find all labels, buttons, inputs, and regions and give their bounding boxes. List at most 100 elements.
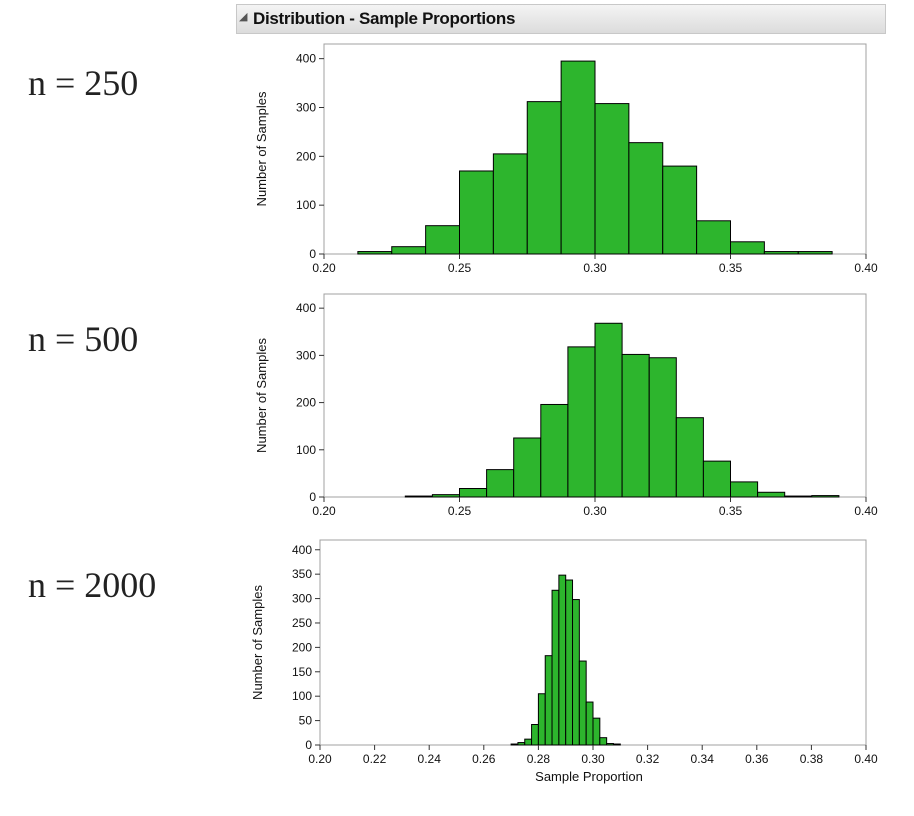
y-tick-label: 150 xyxy=(292,665,312,679)
histogram-bar xyxy=(560,60,596,255)
y-tick-label: 200 xyxy=(296,149,316,163)
n-250-label: n = 250 xyxy=(28,63,139,103)
y-tick-label: 300 xyxy=(296,100,316,114)
histogram-bar xyxy=(431,494,460,498)
panel-header[interactable]: ◢ Distribution - Sample Proportions xyxy=(236,4,886,34)
chart-2-group: 0 50 100 150 200 250 300 350 400 0.20 0.22 0.24 0.26… xyxy=(250,539,878,784)
histogram-n-250: 0 100 200 300 400 0.20 0.25 0.30 0.35 0.40 Number … xyxy=(250,43,878,784)
histogram-bar xyxy=(621,353,650,498)
histogram-bar xyxy=(510,743,519,746)
n-500-label: n = 500 xyxy=(28,319,139,359)
histogram-bar xyxy=(730,241,765,255)
y-tick-label: 300 xyxy=(296,348,316,362)
y-tick-label: 400 xyxy=(292,543,312,557)
histogram-bar xyxy=(592,717,601,746)
histogram-bar xyxy=(594,103,630,255)
n-2000-label: n = 2000 xyxy=(28,565,157,605)
histogram-bar xyxy=(459,170,494,255)
x-tick-label: 0.40 xyxy=(854,752,878,766)
y-tick-label: 0 xyxy=(305,738,312,752)
histogram-bar xyxy=(425,225,460,255)
histogram-bar xyxy=(567,346,596,498)
x-tick-label: 0.20 xyxy=(308,752,332,766)
histogram-bar xyxy=(797,251,833,255)
x-tick-label: 0.32 xyxy=(636,752,660,766)
x-axis-label: Sample Proportion xyxy=(535,769,643,784)
histogram-bar xyxy=(544,655,553,746)
histogram-bar xyxy=(537,693,546,746)
panel-title: Distribution - Sample Proportions xyxy=(253,9,516,28)
chart-0-group: 0 100 200 300 400 0.20 0.25 0.30 0.35 0.40 Number … xyxy=(254,43,878,275)
disclosure-triangle-icon[interactable]: ◢ xyxy=(239,11,248,23)
histogram-bar xyxy=(599,737,608,746)
histogram-bar xyxy=(524,738,533,746)
x-tick-label: 0.26 xyxy=(472,752,496,766)
histogram-bar xyxy=(404,495,433,498)
x-tick-label: 0.34 xyxy=(691,752,715,766)
x-tick-label: 0.28 xyxy=(527,752,551,766)
y-tick-label: 0 xyxy=(309,247,316,261)
histogram-bar xyxy=(486,469,515,498)
x-tick-label: 0.25 xyxy=(448,261,472,275)
histogram-bar xyxy=(675,417,704,498)
histogram-bar xyxy=(763,251,799,255)
y-tick-label: 200 xyxy=(296,396,316,410)
x-tick-label: 0.36 xyxy=(745,752,769,766)
x-tick-label: 0.40 xyxy=(854,504,878,518)
y-axis-label: Number of Samples xyxy=(254,91,269,206)
distribution-panel: ◢ Distribution - Sample Proportions 0 100… xyxy=(236,4,886,800)
y-tick-label: 100 xyxy=(292,689,312,703)
histogram-bar xyxy=(357,251,393,255)
x-tick-label: 0.38 xyxy=(800,752,824,766)
y-tick-label: 50 xyxy=(299,714,313,728)
y-tick-label: 100 xyxy=(296,198,316,212)
histogram-bar xyxy=(757,491,786,498)
x-tick-label: 0.30 xyxy=(583,504,607,518)
histogram-bar xyxy=(606,743,614,746)
histogram-bar xyxy=(531,724,539,746)
x-tick-label: 0.35 xyxy=(719,504,743,518)
histogram-bar xyxy=(696,220,731,255)
histogram-bar xyxy=(784,495,813,498)
histogram-bar xyxy=(492,153,528,255)
x-tick-label: 0.20 xyxy=(312,504,336,518)
y-tick-label: 0 xyxy=(309,490,316,504)
histogram-bar xyxy=(526,101,562,255)
y-tick-label: 300 xyxy=(292,592,312,606)
histogram-bar xyxy=(730,481,759,498)
histogram-bar xyxy=(578,660,587,746)
histogram-bar xyxy=(540,403,569,498)
histogram-bar xyxy=(565,579,574,746)
histogram-bar xyxy=(551,589,560,746)
y-tick-label: 350 xyxy=(292,567,312,581)
histogram-bar xyxy=(585,701,594,746)
histogram-bar xyxy=(572,599,580,746)
histogram-bar xyxy=(513,437,542,498)
chart-1-group: 0 100 200 300 400 0.20 0.25 0.30 0.35 0.40 Number … xyxy=(254,293,878,518)
y-tick-label: 250 xyxy=(292,616,312,630)
histogram-bar xyxy=(662,165,698,255)
histogram-bar xyxy=(628,142,664,255)
x-tick-label: 0.30 xyxy=(583,261,607,275)
histogram-bar xyxy=(612,743,621,746)
histogram-bar xyxy=(517,742,526,746)
y-tick-label: 200 xyxy=(292,640,312,654)
y-axis-label: Number of Samples xyxy=(250,585,265,700)
y-tick-label: 400 xyxy=(296,52,316,66)
x-tick-label: 0.20 xyxy=(312,261,336,275)
histogram-bar xyxy=(811,495,840,498)
histogram-bar xyxy=(391,246,427,255)
x-tick-label: 0.40 xyxy=(854,261,878,275)
y-axis-label: Number of Samples xyxy=(254,338,269,453)
histogram-bar xyxy=(459,488,488,498)
y-tick-label: 100 xyxy=(296,443,316,457)
x-tick-label: 0.35 xyxy=(719,261,743,275)
histogram-bar xyxy=(702,460,731,498)
y-tick-label: 400 xyxy=(296,301,316,315)
x-tick-label: 0.30 xyxy=(581,752,605,766)
x-tick-label: 0.25 xyxy=(448,504,472,518)
x-tick-label: 0.22 xyxy=(363,752,387,766)
histogram-bar xyxy=(594,322,623,498)
histogram-bar xyxy=(558,574,567,746)
histogram-bar xyxy=(648,357,677,498)
